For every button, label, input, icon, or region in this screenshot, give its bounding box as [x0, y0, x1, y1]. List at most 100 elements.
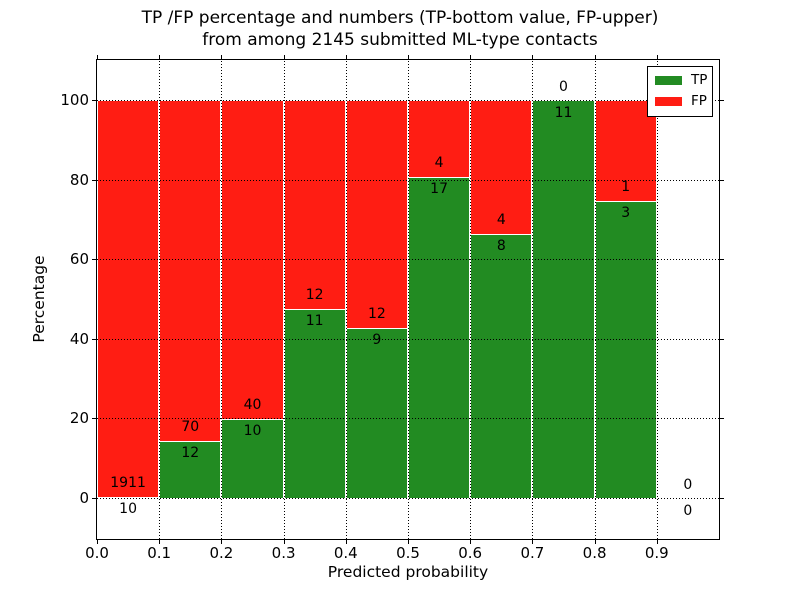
x-tick-label: 0.6: [458, 544, 483, 562]
fp-count-label: 1911: [110, 474, 146, 491]
tp-count-label: 11: [305, 312, 324, 329]
v-gridline: [470, 60, 472, 539]
plot-area: [96, 59, 720, 540]
fp-bar-segment: [222, 101, 283, 420]
x-tick-top: [97, 55, 98, 59]
chart-title-line2: from among 2145 submitted ML-type contac…: [202, 30, 598, 50]
y-tick-left: [92, 100, 96, 101]
tp-count-label: 0: [683, 503, 693, 519]
tp-bar-segment: [409, 176, 470, 498]
x-tick-label: 0.7: [520, 544, 545, 562]
chart-title: TP /FP percentage and numbers (TP-bottom…: [0, 7, 800, 51]
x-tick-label: 0.0: [85, 544, 109, 562]
x-tick-label: 0.9: [644, 544, 669, 562]
tp-bar-segment: [471, 233, 532, 498]
y-tick-right: [720, 338, 724, 340]
tp-bar-segment: [222, 419, 283, 498]
tp-bar-segment: [346, 328, 407, 498]
v-gridline: [345, 60, 347, 539]
v-gridline: [656, 60, 658, 539]
fp-count-label: 12: [305, 286, 324, 303]
y-tick-label: 80: [69, 170, 89, 189]
stacked-bar: [408, 100, 471, 498]
x-tick-bottom: [97, 540, 98, 544]
fp-bar-segment: [284, 101, 345, 309]
x-tick-label: 0.3: [271, 544, 296, 562]
x-tick-top: [656, 55, 658, 59]
fp-count-label: 0: [559, 79, 568, 95]
v-gridline: [408, 60, 409, 539]
tp-count-label: 11: [554, 105, 573, 121]
y-tick-label: 0: [79, 489, 89, 507]
x-tick-top: [470, 55, 472, 59]
stacked-bar: [532, 100, 595, 498]
x-tick-top: [221, 55, 223, 59]
fp-count-label: 0: [683, 477, 693, 493]
y-tick-label: 20: [69, 409, 89, 428]
x-tick-label: 0.1: [147, 544, 172, 562]
x-tick-bottom: [594, 540, 596, 544]
y-tick-left: [92, 418, 96, 420]
y-tick-left: [92, 179, 96, 181]
x-tick-top: [345, 55, 347, 59]
legend-swatch-fp: [655, 97, 682, 106]
y-tick-left: [92, 338, 96, 340]
stacked-bar: [159, 100, 222, 498]
y-tick-left: [92, 259, 96, 261]
fp-count-label: 70: [181, 418, 200, 435]
y-tick-right: [720, 100, 724, 101]
fp-count-label: 4: [434, 154, 444, 171]
x-tick-label: 0.4: [333, 544, 358, 562]
x-tick-bottom: [470, 540, 472, 544]
tp-count-label: 12: [181, 444, 200, 461]
stacked-bar: [470, 100, 533, 498]
x-tick-top: [594, 55, 596, 59]
y-tick-right: [720, 179, 724, 181]
fp-bar-segment: [98, 101, 159, 497]
y-tick-label: 60: [69, 250, 89, 269]
x-axis-label: Predicted probability: [327, 563, 489, 581]
tp-count-label: 17: [430, 180, 449, 197]
v-gridline: [221, 60, 223, 539]
v-gridline: [283, 60, 285, 539]
fp-bar-segment: [346, 101, 407, 329]
x-tick-top: [408, 55, 409, 59]
fp-bar-segment: [160, 101, 221, 441]
fp-count-label: 40: [243, 397, 262, 414]
x-tick-bottom: [159, 540, 161, 544]
chart-title-line1: TP /FP percentage and numbers (TP-bottom…: [141, 8, 659, 28]
x-tick-bottom: [656, 540, 658, 544]
legend-label-tp: TP: [691, 72, 708, 88]
x-tick-label: 0.8: [582, 544, 607, 562]
x-tick-top: [283, 55, 285, 59]
stacked-bar: [221, 100, 284, 498]
y-tick-label: 100: [60, 91, 89, 109]
tp-bar-segment: [284, 308, 345, 498]
x-tick-bottom: [408, 540, 409, 544]
tp-count-label: 3: [621, 204, 631, 221]
stacked-bar: [97, 100, 160, 498]
legend-entry-tp: TP: [655, 72, 708, 89]
y-tick-right: [720, 498, 724, 499]
y-tick-label: 40: [69, 329, 89, 348]
tp-count-label: 9: [372, 332, 382, 349]
y-tick-left: [92, 498, 96, 499]
x-tick-bottom: [532, 540, 534, 544]
stacked-bar: [594, 100, 657, 498]
y-tick-right: [720, 418, 724, 420]
tp-bar-segment: [160, 440, 221, 498]
x-tick-label: 0.5: [396, 544, 420, 562]
legend-label-fp: FP: [691, 93, 707, 109]
x-tick-bottom: [283, 540, 285, 544]
fp-bar-segment: [409, 101, 470, 177]
legend-entry-fp: FP: [655, 93, 707, 110]
fp-bar-segment: [595, 101, 656, 201]
tp-count-label: 10: [243, 423, 262, 440]
legend: TP FP: [647, 66, 713, 117]
fp-count-label: 12: [367, 306, 386, 323]
v-gridline: [159, 60, 161, 539]
x-tick-top: [159, 55, 161, 59]
fp-count-label: 4: [496, 211, 506, 228]
v-gridline: [532, 60, 534, 539]
